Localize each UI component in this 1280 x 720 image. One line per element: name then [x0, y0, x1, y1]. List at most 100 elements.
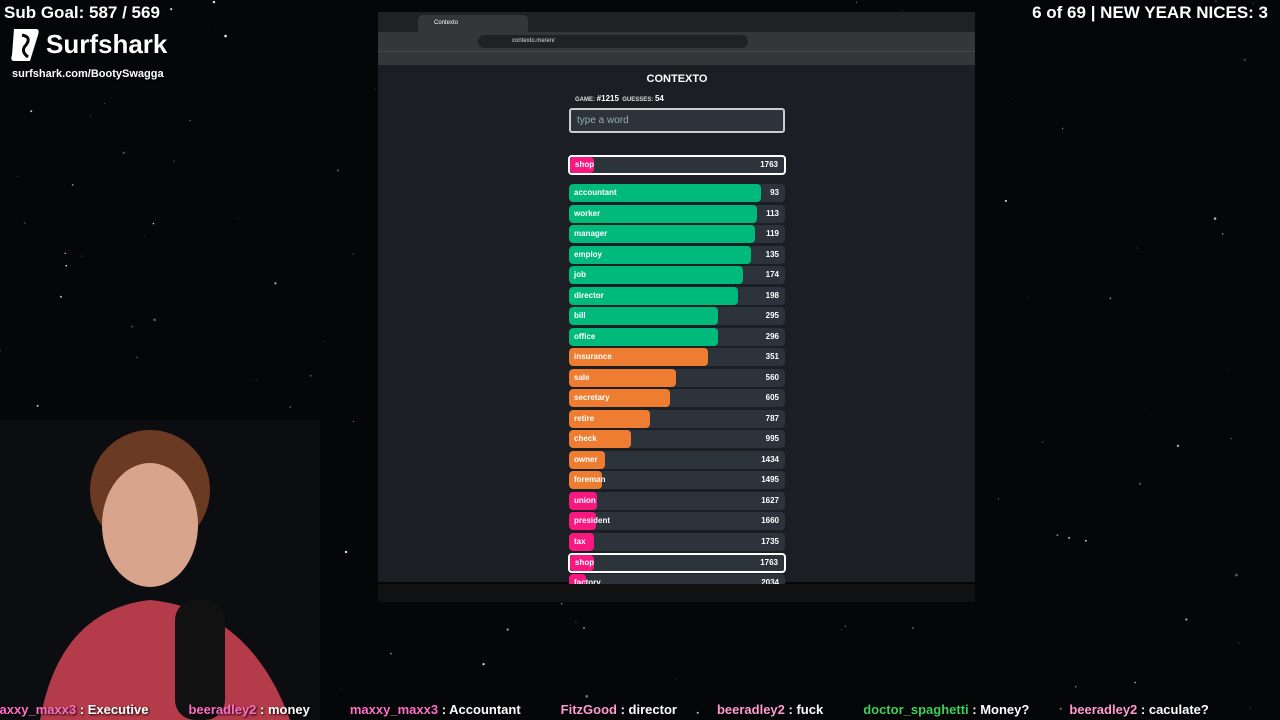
star — [837, 5, 838, 6]
rank-bar — [569, 368, 677, 387]
star — [274, 282, 277, 285]
guess-word: sale — [574, 372, 590, 382]
star — [1176, 444, 1180, 448]
star — [122, 151, 125, 155]
chat-message: Accountant — [449, 702, 521, 717]
star — [1227, 370, 1229, 371]
guess-word: manager — [574, 229, 608, 238]
star — [1062, 127, 1064, 130]
toolbar: contexto.me/en/ — [378, 32, 975, 51]
guess-row: union 1627 — [569, 491, 785, 510]
star — [1041, 441, 1044, 444]
rank-bar — [569, 327, 719, 346]
star — [352, 253, 355, 255]
star — [1139, 483, 1141, 485]
star — [1011, 97, 1013, 99]
word-input[interactable]: type a word — [569, 108, 785, 133]
chat-message: Executive — [87, 702, 149, 717]
guess-word: office — [574, 331, 596, 341]
webcam — [0, 420, 320, 720]
guess-rank: 1763 — [760, 160, 778, 169]
guess-word: owner — [574, 454, 598, 464]
star — [64, 252, 66, 254]
chat-message: caculate? — [1148, 702, 1209, 717]
star — [36, 404, 39, 407]
star — [215, 26, 217, 28]
counter: 6 of 69 | NEW YEAR NICES: 3 — [1032, 3, 1268, 22]
rank-bar — [570, 555, 594, 571]
separator: : — [968, 702, 981, 717]
separator: : — [76, 702, 88, 717]
guess-row: tax 1735 — [569, 532, 785, 551]
guess-word: bill — [574, 311, 586, 320]
guess-word: employ — [574, 249, 603, 259]
separator: : — [616, 702, 629, 717]
star — [212, 0, 216, 4]
sub-goal: Sub Goal: 587 / 569 — [4, 3, 160, 22]
star — [585, 695, 589, 698]
rank-bar — [569, 184, 762, 202]
star — [675, 678, 677, 680]
guess-row: director 198 — [569, 286, 785, 305]
chat-user: doctor_spaghetti — [863, 702, 969, 717]
guess-word: factory — [574, 577, 601, 587]
star — [131, 325, 134, 328]
taskbar — [378, 584, 975, 602]
star — [376, 718, 378, 720]
star — [143, 235, 145, 237]
guess-row: sale 560 — [569, 368, 785, 387]
guess-word: shop — [575, 558, 595, 567]
star — [344, 550, 348, 554]
tab[interactable]: Contexto — [418, 15, 528, 32]
guess-word: tax — [574, 536, 586, 546]
guess-word: insurance — [574, 352, 612, 361]
star — [152, 222, 155, 225]
guess-rank: 560 — [765, 372, 779, 382]
star — [238, 218, 239, 220]
guess-row: office 296 — [569, 327, 785, 346]
guess-rank: 605 — [765, 393, 779, 402]
game-label: GAME: — [575, 97, 595, 103]
star — [583, 627, 585, 630]
rank-bar — [569, 430, 632, 448]
surfshark-logo — [11, 29, 39, 61]
star — [1215, 0, 1217, 2]
star — [153, 318, 156, 322]
rank-bar — [570, 157, 594, 173]
guess-rank: 1763 — [760, 558, 778, 567]
guess-row: shop 1763 — [568, 553, 786, 573]
star — [1243, 58, 1246, 61]
star — [16, 176, 18, 178]
star — [1068, 536, 1071, 540]
star — [341, 688, 342, 689]
star — [696, 711, 699, 714]
rank-bar — [569, 512, 597, 530]
star — [30, 110, 33, 113]
guess-row: accountant 93 — [569, 184, 785, 202]
star — [912, 627, 914, 629]
guess-word: foreman — [574, 475, 606, 484]
star — [170, 8, 173, 11]
guess-word: check — [574, 434, 597, 443]
star — [997, 498, 1000, 500]
guess-rank: 351 — [765, 352, 779, 361]
chat-message: Money? — [980, 702, 1030, 717]
star — [353, 421, 355, 422]
guess-rank: 1735 — [761, 536, 779, 546]
bookmarks-bar — [378, 51, 975, 65]
guess-row: check 995 — [569, 430, 785, 448]
star — [1109, 297, 1112, 299]
chat-user: maxxy_maxx3 — [0, 702, 77, 717]
guess-row: employ 135 — [569, 245, 785, 264]
star — [173, 160, 175, 162]
guess-row: job 174 — [569, 266, 785, 284]
chat-message: money — [267, 702, 310, 717]
guess-rank: 135 — [765, 249, 779, 259]
chat-user: beeradley2 — [716, 702, 785, 717]
guess-word: director — [574, 290, 604, 300]
address-bar[interactable]: contexto.me/en/ — [478, 35, 748, 48]
rank-bar — [569, 286, 738, 305]
guess-rank: 296 — [765, 331, 779, 341]
guess-row: retire 787 — [569, 409, 785, 428]
